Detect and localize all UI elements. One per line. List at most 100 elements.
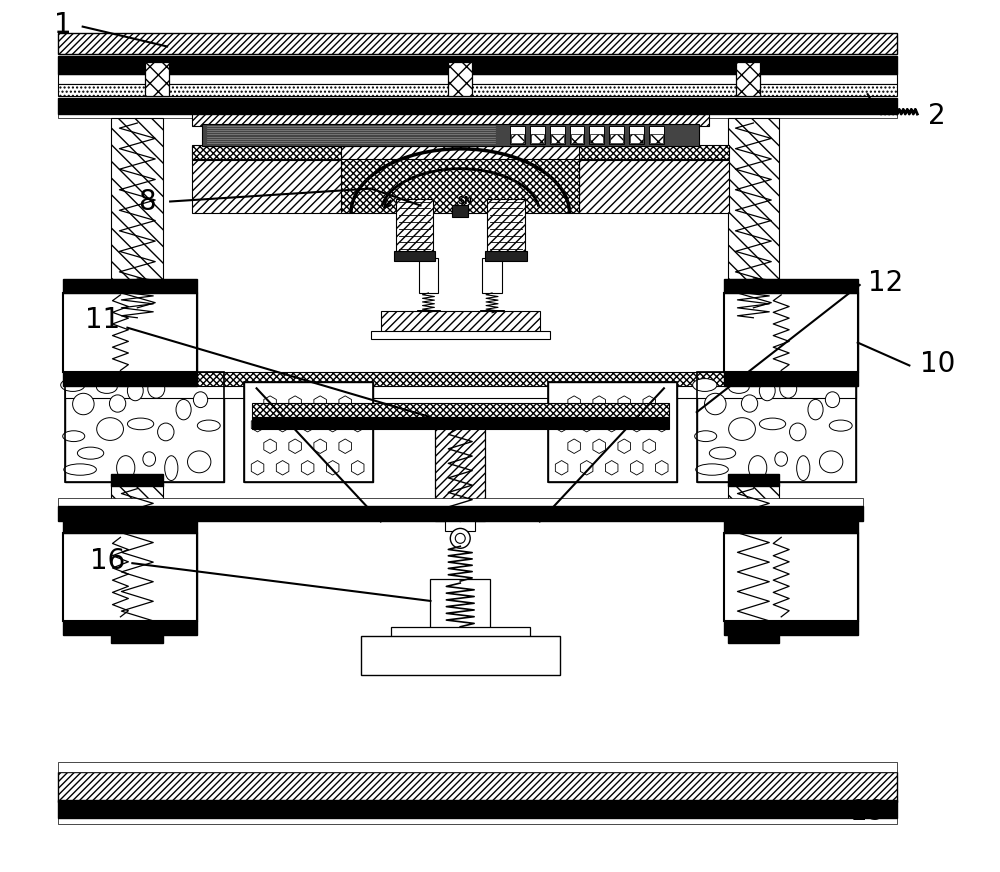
Bar: [63, 520, 197, 534]
Ellipse shape: [176, 399, 191, 419]
Bar: [65, 386, 856, 399]
Bar: [111, 473, 163, 486]
Bar: [58, 99, 897, 114]
Text: 16: 16: [90, 548, 125, 576]
Ellipse shape: [829, 420, 852, 431]
Bar: [630, 134, 643, 143]
Bar: [510, 126, 525, 144]
Bar: [58, 32, 897, 54]
Bar: [511, 134, 524, 143]
Ellipse shape: [197, 420, 220, 431]
Bar: [589, 126, 604, 144]
Bar: [252, 403, 669, 417]
Bar: [448, 63, 472, 96]
Bar: [58, 113, 897, 118]
Ellipse shape: [759, 381, 775, 401]
Ellipse shape: [61, 378, 85, 392]
Bar: [530, 126, 545, 144]
Ellipse shape: [77, 447, 104, 460]
Bar: [550, 126, 565, 144]
Bar: [58, 57, 897, 74]
Ellipse shape: [775, 452, 788, 467]
Bar: [58, 74, 897, 85]
Bar: [341, 159, 579, 214]
Ellipse shape: [64, 464, 96, 475]
Bar: [724, 372, 858, 386]
Bar: [371, 330, 550, 338]
Bar: [244, 382, 373, 481]
Bar: [252, 417, 669, 429]
Bar: [58, 506, 863, 521]
Bar: [430, 579, 490, 630]
Bar: [111, 279, 163, 313]
Ellipse shape: [797, 456, 810, 480]
Bar: [111, 630, 163, 643]
Bar: [361, 636, 560, 676]
Bar: [736, 63, 760, 96]
Bar: [244, 382, 373, 481]
Bar: [579, 160, 729, 214]
Bar: [58, 85, 897, 96]
Bar: [432, 581, 488, 629]
Ellipse shape: [96, 381, 117, 393]
Bar: [192, 145, 341, 159]
Bar: [697, 372, 856, 481]
Ellipse shape: [741, 395, 758, 412]
Bar: [192, 146, 709, 160]
Bar: [145, 63, 169, 96]
Bar: [531, 134, 544, 143]
Bar: [548, 382, 677, 481]
Bar: [571, 134, 583, 143]
Ellipse shape: [158, 423, 174, 441]
Ellipse shape: [695, 431, 717, 441]
Bar: [396, 199, 433, 253]
Ellipse shape: [188, 451, 211, 473]
Bar: [63, 534, 197, 621]
Ellipse shape: [696, 464, 728, 475]
Bar: [111, 484, 163, 630]
Bar: [58, 815, 897, 823]
Bar: [482, 258, 502, 293]
Bar: [487, 199, 525, 253]
Bar: [192, 160, 341, 214]
Bar: [63, 534, 197, 621]
Ellipse shape: [117, 456, 135, 480]
Ellipse shape: [165, 456, 178, 480]
Ellipse shape: [759, 418, 786, 430]
Ellipse shape: [709, 447, 736, 460]
Bar: [363, 637, 558, 673]
Ellipse shape: [109, 395, 126, 412]
Bar: [728, 473, 779, 486]
Bar: [452, 206, 468, 217]
Ellipse shape: [73, 393, 94, 415]
Bar: [63, 621, 197, 635]
Ellipse shape: [729, 418, 755, 440]
Text: 11: 11: [85, 306, 120, 334]
Text: 12: 12: [868, 269, 903, 297]
Circle shape: [450, 528, 470, 548]
Bar: [609, 126, 624, 144]
Bar: [728, 118, 779, 313]
Bar: [111, 118, 163, 313]
Bar: [629, 126, 644, 144]
Bar: [63, 293, 197, 372]
Ellipse shape: [127, 381, 143, 401]
Bar: [579, 145, 729, 159]
Bar: [65, 372, 224, 481]
Bar: [65, 372, 856, 388]
Ellipse shape: [790, 423, 806, 441]
Bar: [445, 516, 475, 531]
Bar: [435, 427, 485, 521]
Circle shape: [455, 534, 465, 543]
Ellipse shape: [693, 378, 717, 392]
Bar: [192, 110, 709, 126]
Text: 1: 1: [54, 10, 72, 38]
Ellipse shape: [127, 418, 154, 430]
Bar: [485, 251, 527, 261]
Bar: [63, 279, 197, 293]
Bar: [724, 293, 858, 372]
Ellipse shape: [63, 431, 85, 441]
Bar: [724, 534, 858, 621]
Bar: [391, 627, 530, 637]
Bar: [419, 258, 438, 293]
